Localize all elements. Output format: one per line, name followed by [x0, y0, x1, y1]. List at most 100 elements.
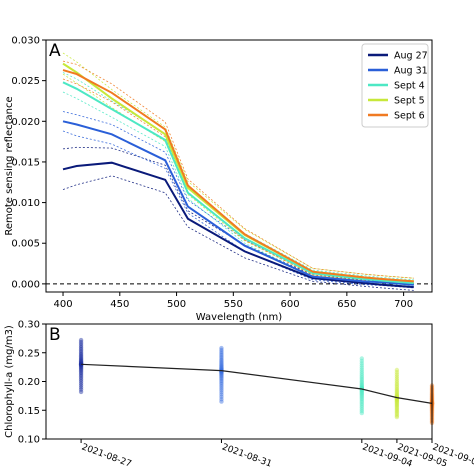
scatter-point: [219, 382, 224, 387]
scatter-point: [219, 373, 224, 378]
scatter-point: [219, 345, 224, 351]
scatter-point: [359, 405, 365, 410]
scatter-point: [78, 347, 84, 352]
panel-a-legend: Aug 27 Aug 31 Sept 4 Sept 5 Sept 6: [361, 43, 429, 128]
legend-box: [361, 43, 429, 128]
series-lower-bound-sept-6: [62, 78, 414, 286]
scatter-point: [359, 395, 365, 400]
legend-entry: Sept 6: [394, 111, 425, 122]
series-upper-bound-sept-5: [62, 52, 414, 279]
scatter-point: [359, 375, 365, 380]
scatter-point: [359, 378, 365, 383]
scatter-point: [359, 376, 365, 382]
scatter-point: [394, 398, 400, 403]
scatter-point: [78, 364, 84, 370]
x-tick-label: 400: [53, 299, 72, 310]
scatter-point: [78, 372, 84, 377]
scatter-point: [78, 379, 84, 384]
scatter-point: [394, 367, 400, 373]
legend-entry: Aug 31: [394, 66, 428, 77]
scatter-point: [219, 371, 224, 377]
scatter-point: [394, 410, 400, 415]
scatter-point: [359, 365, 365, 370]
y-tick-label: 0.020: [11, 117, 40, 128]
y-tick-label: 0.010: [11, 198, 40, 209]
scatter-point: [219, 365, 224, 370]
scatter-point: [78, 369, 84, 374]
panel-a-y-axis-label: Remote sensing reflectance: [4, 96, 15, 235]
y-tick-label: 0.10: [18, 435, 40, 446]
scatter-point: [394, 413, 400, 418]
scatter-point: [78, 383, 84, 388]
scatter-point: [78, 348, 84, 353]
scatter-point: [78, 345, 84, 350]
scatter-point: [219, 394, 224, 399]
series-line-aug-31: [62, 120, 414, 286]
scatter-point: [78, 361, 84, 367]
scatter-point: [394, 391, 400, 397]
scatter-point: [78, 368, 84, 373]
scatter-point: [219, 359, 224, 364]
scatter-point: [394, 380, 400, 385]
scatter-point: [78, 381, 84, 386]
scatter-point: [359, 379, 365, 385]
scatter-point: [78, 359, 84, 365]
panel-b-label: B: [49, 325, 61, 345]
scatter-point: [219, 397, 224, 402]
scatter-point: [78, 387, 84, 392]
scatter-point: [359, 410, 365, 416]
scatter-point: [219, 374, 224, 379]
scatter-point: [78, 343, 84, 348]
scatter-point: [394, 407, 400, 412]
x-tick-label: 600: [281, 299, 300, 310]
y-tick-label: 0.015: [11, 157, 40, 168]
scatter-point: [219, 370, 224, 376]
series-lower-bound-sept-4: [62, 91, 414, 287]
scatter-point: [394, 401, 400, 406]
scatter-point: [359, 407, 365, 412]
scatter-point: [219, 365, 224, 371]
y-tick-label: 0.030: [11, 36, 40, 47]
scatter-point: [219, 390, 224, 395]
scatter-point: [394, 406, 400, 411]
series-lower-bound-aug-31: [62, 130, 414, 289]
scatter-point: [219, 387, 224, 393]
scatter-point: [78, 353, 84, 358]
x-tick-label: 550: [224, 299, 243, 310]
scatter-point: [394, 392, 400, 398]
y-tick-label: 0.005: [11, 239, 40, 250]
scatter-point: [394, 397, 400, 402]
scatter-point: [394, 402, 400, 408]
scatter-point: [219, 357, 224, 363]
scatter-point: [359, 363, 365, 368]
scatter-point: [78, 373, 84, 379]
legend-entry: Sept 4: [394, 81, 425, 92]
scatter-point: [78, 389, 84, 395]
scatter-point: [359, 369, 365, 374]
x-tick-label: 450: [110, 299, 129, 310]
x-tick-label: 2021-08-31: [220, 442, 273, 469]
scatter-point: [394, 388, 400, 393]
scatter-point: [78, 362, 84, 367]
scatter-point: [394, 414, 400, 420]
scatter-point: [219, 356, 224, 361]
scatter-point: [359, 389, 365, 394]
scatter-point: [78, 375, 84, 380]
scatter-point: [359, 392, 365, 398]
scatter-point: [359, 383, 365, 388]
scatter-point: [394, 411, 400, 417]
panel-b-y-axis-label: Chlorophyll-a (mg/m3): [4, 325, 15, 438]
scatter-point: [359, 371, 365, 376]
scatter-point: [394, 383, 400, 388]
x-tick-label: 650: [337, 299, 356, 310]
scatter-point: [394, 400, 400, 405]
mean-trend-line: [81, 363, 433, 404]
scatter-point: [394, 398, 400, 404]
scatter-point: [78, 355, 84, 361]
scatter-point: [219, 353, 224, 358]
scatter-point: [78, 362, 84, 367]
scatter-point: [394, 376, 400, 381]
scatter-point: [359, 408, 365, 414]
scatter-point: [219, 351, 224, 356]
